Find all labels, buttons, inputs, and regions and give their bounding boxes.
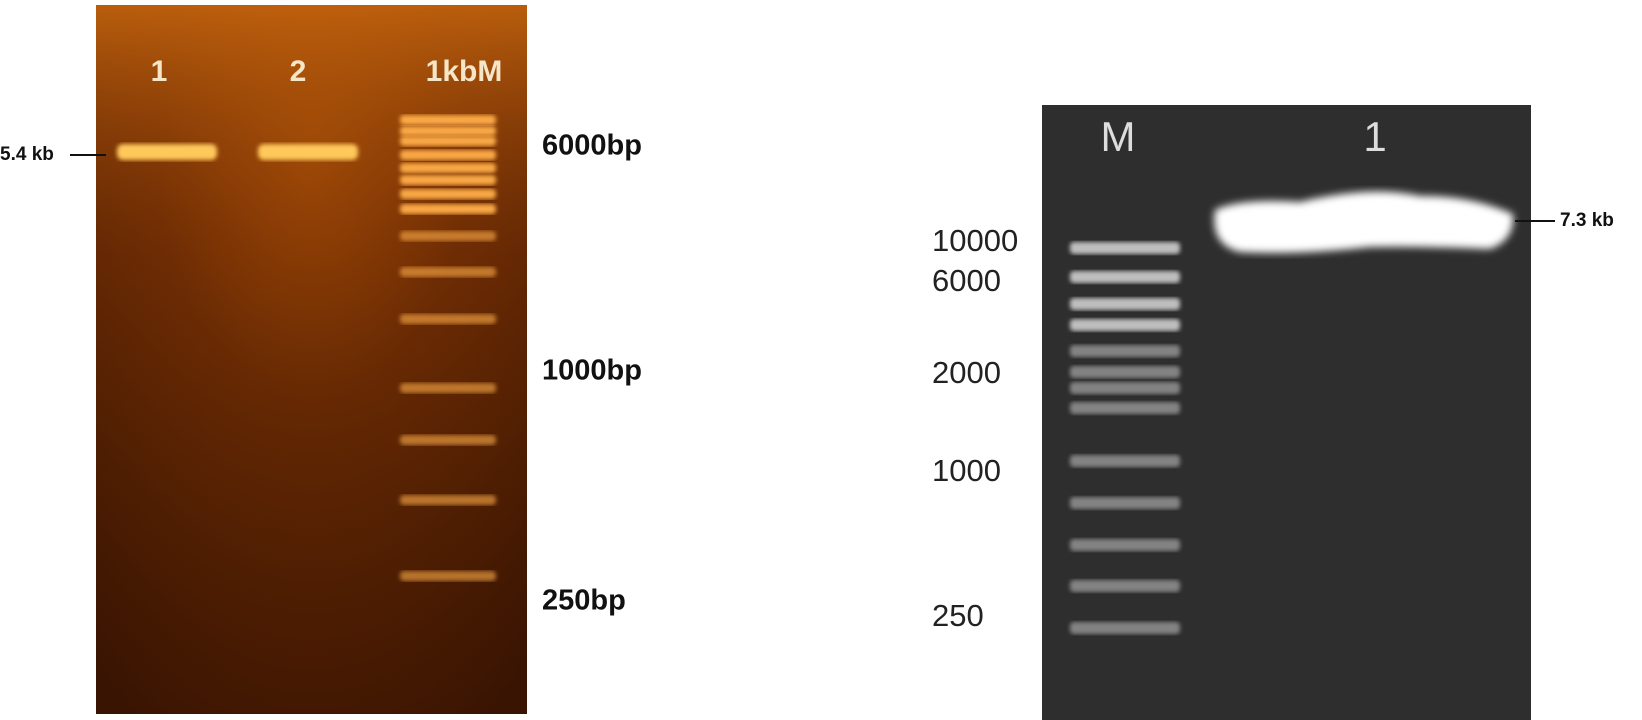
ladder-band bbox=[400, 435, 496, 445]
lane-label: M bbox=[1101, 113, 1136, 160]
ladder-band bbox=[400, 175, 496, 185]
ladder-band bbox=[400, 495, 496, 505]
ladder-band bbox=[1070, 319, 1180, 331]
lane-label: 1kbM bbox=[426, 55, 503, 88]
ladder-band bbox=[1070, 382, 1180, 394]
ladder-band bbox=[400, 571, 496, 581]
ladder-band bbox=[1070, 402, 1180, 414]
lane-label: 1 bbox=[151, 55, 168, 88]
ladder-band bbox=[400, 163, 496, 173]
ladder-band bbox=[400, 383, 496, 393]
ladder-band bbox=[400, 150, 496, 160]
lane-label: 2 bbox=[290, 55, 307, 88]
band-size-label: 5.4 kb bbox=[0, 144, 54, 165]
lane-label: 1 bbox=[1363, 113, 1386, 160]
ladder-band bbox=[400, 126, 496, 136]
ladder-band bbox=[1070, 580, 1180, 592]
ladder-band bbox=[400, 136, 496, 146]
ladder-band bbox=[1070, 622, 1180, 634]
ladder-band bbox=[400, 189, 496, 199]
marker-label: 250 bbox=[932, 598, 984, 633]
band bbox=[117, 144, 217, 160]
ladder-band bbox=[400, 204, 496, 214]
ladder-band bbox=[1070, 345, 1180, 357]
ladder-band bbox=[400, 231, 496, 241]
gel-glow bbox=[96, 5, 527, 714]
band-size-label: 7.3 kb bbox=[1560, 210, 1614, 231]
ladder-band bbox=[1070, 455, 1180, 467]
marker-label: 2000 bbox=[932, 355, 1001, 390]
ladder-band bbox=[1070, 366, 1180, 378]
marker-label: 250bp bbox=[542, 585, 626, 617]
ladder-band bbox=[1070, 539, 1180, 551]
ladder-band bbox=[1070, 242, 1180, 254]
left-gel: 1 2 1kbM bbox=[96, 5, 527, 714]
ladder-band bbox=[400, 267, 496, 277]
band bbox=[258, 144, 358, 160]
marker-label: 6000bp bbox=[542, 130, 642, 162]
marker-label: 6000 bbox=[932, 263, 1001, 298]
right-gel: M 1 bbox=[1042, 105, 1531, 720]
ladder bbox=[400, 115, 496, 581]
marker-label: 10000 bbox=[932, 223, 1018, 258]
ladder-band bbox=[400, 314, 496, 324]
ladder-band bbox=[400, 115, 496, 125]
ladder-band bbox=[1070, 298, 1180, 310]
band bbox=[1214, 191, 1514, 253]
ladder-band bbox=[1070, 271, 1180, 283]
ladder bbox=[1070, 242, 1180, 634]
marker-label: 1000 bbox=[932, 453, 1001, 488]
ladder-band bbox=[1070, 497, 1180, 509]
marker-label: 1000bp bbox=[542, 355, 642, 387]
